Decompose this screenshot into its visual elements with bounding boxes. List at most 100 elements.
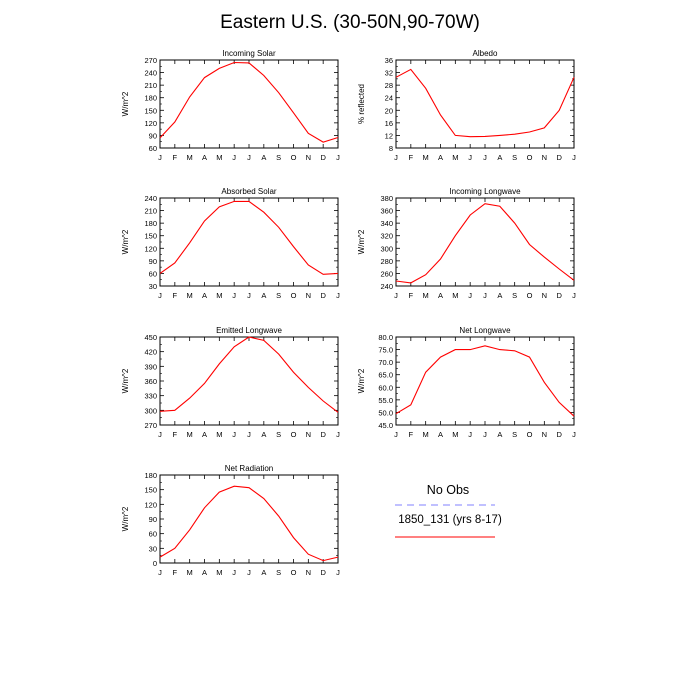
y-tick-label: 65.0	[378, 371, 393, 380]
chart-title-incoming-solar: Incoming Solar	[222, 49, 276, 58]
y-tick-label: 450	[144, 333, 157, 342]
y-tick-label: 70.0	[378, 358, 393, 367]
x-tick-label: A	[202, 153, 207, 162]
x-tick-label: F	[173, 430, 178, 439]
y-tick-label: 180	[144, 94, 157, 103]
y-tick-label: 0	[153, 559, 157, 568]
x-tick-label: J	[247, 568, 251, 577]
x-tick-label: J	[394, 430, 398, 439]
series-line-net-radiation	[159, 485, 339, 562]
y-tick-label: 32	[385, 69, 393, 78]
x-tick-label: D	[320, 430, 326, 439]
y-tick-label: 320	[380, 232, 393, 241]
x-tick-label: D	[556, 430, 562, 439]
y-axis-label-emitted-longwave: W/m^2	[121, 368, 130, 393]
x-tick-label: A	[261, 153, 266, 162]
x-tick-label: M	[452, 153, 458, 162]
y-tick-label: 75.0	[378, 346, 393, 355]
x-tick-label: J	[336, 291, 340, 300]
x-tick-label: S	[512, 430, 517, 439]
x-tick-label: J	[158, 291, 162, 300]
series-line-incoming-solar	[159, 61, 339, 143]
y-tick-label: 390	[144, 362, 157, 371]
y-tick-label: 240	[144, 194, 157, 203]
x-tick-label: J	[572, 430, 576, 439]
x-tick-label: O	[291, 568, 297, 577]
x-tick-label: A	[202, 291, 207, 300]
y-tick-label: 45.0	[378, 421, 393, 430]
x-tick-label: J	[483, 291, 487, 300]
x-tick-label: M	[216, 153, 222, 162]
x-tick-label: N	[542, 430, 547, 439]
series-line-emitted-longwave	[159, 336, 339, 413]
x-tick-label: J	[468, 153, 472, 162]
y-tick-label: 55.0	[378, 396, 393, 405]
x-tick-label: D	[320, 291, 326, 300]
x-tick-label: A	[497, 153, 502, 162]
y-tick-label: 16	[385, 119, 393, 128]
y-tick-label: 300	[380, 244, 393, 253]
x-tick-label: J	[468, 430, 472, 439]
x-tick-label: M	[187, 568, 193, 577]
x-tick-label: M	[423, 430, 429, 439]
x-tick-label: N	[306, 153, 311, 162]
y-tick-label: 260	[380, 269, 393, 278]
x-tick-label: J	[483, 153, 487, 162]
x-tick-label: O	[527, 153, 533, 162]
y-tick-label: 28	[385, 81, 393, 90]
x-tick-label: J	[572, 153, 576, 162]
x-tick-label: A	[261, 568, 266, 577]
x-tick-label: D	[556, 291, 562, 300]
y-tick-label: 90	[149, 257, 157, 266]
x-tick-label: S	[512, 291, 517, 300]
x-tick-label: M	[452, 430, 458, 439]
y-axis-label-albedo: % reflected	[357, 84, 366, 124]
y-tick-label: 60	[149, 144, 157, 153]
y-tick-label: 60.0	[378, 383, 393, 392]
plot-frame-emitted-longwave	[159, 336, 339, 426]
y-tick-label: 120	[144, 119, 157, 128]
x-tick-label: D	[556, 153, 562, 162]
x-tick-label: M	[423, 291, 429, 300]
x-tick-label: J	[394, 291, 398, 300]
x-tick-label: J	[232, 291, 236, 300]
x-tick-label: J	[232, 430, 236, 439]
y-tick-label: 150	[144, 106, 157, 115]
y-tick-label: 50.0	[378, 408, 393, 417]
y-tick-label: 300	[144, 406, 157, 415]
x-tick-label: S	[276, 291, 281, 300]
x-tick-label: M	[187, 153, 193, 162]
x-tick-label: D	[320, 568, 326, 577]
x-tick-label: J	[232, 153, 236, 162]
y-tick-label: 420	[144, 348, 157, 357]
y-tick-label: 24	[385, 94, 393, 103]
y-tick-label: 8	[389, 144, 393, 153]
plot-frame-albedo	[395, 59, 575, 149]
y-axis-label-net-longwave: W/m^2	[357, 368, 366, 393]
y-tick-label: 270	[144, 421, 157, 430]
y-tick-label: 150	[144, 486, 157, 495]
x-tick-label: M	[423, 153, 429, 162]
x-tick-label: N	[306, 291, 311, 300]
x-tick-label: M	[216, 291, 222, 300]
x-tick-label: J	[394, 153, 398, 162]
chart-title-absorbed-solar: Absorbed Solar	[221, 187, 276, 196]
x-tick-label: A	[497, 291, 502, 300]
y-tick-label: 210	[144, 81, 157, 90]
y-tick-label: 380	[380, 194, 393, 203]
x-tick-label: M	[216, 568, 222, 577]
y-tick-label: 360	[144, 377, 157, 386]
x-tick-label: M	[452, 291, 458, 300]
x-tick-label: F	[409, 430, 414, 439]
series-line-net-longwave	[395, 345, 575, 417]
y-tick-label: 30	[149, 544, 157, 553]
x-tick-label: O	[291, 153, 297, 162]
y-axis-label-net-radiation: W/m^2	[121, 506, 130, 531]
x-tick-label: J	[247, 430, 251, 439]
y-tick-label: 150	[144, 232, 157, 241]
legend-label-no-obs: No Obs	[426, 483, 470, 497]
